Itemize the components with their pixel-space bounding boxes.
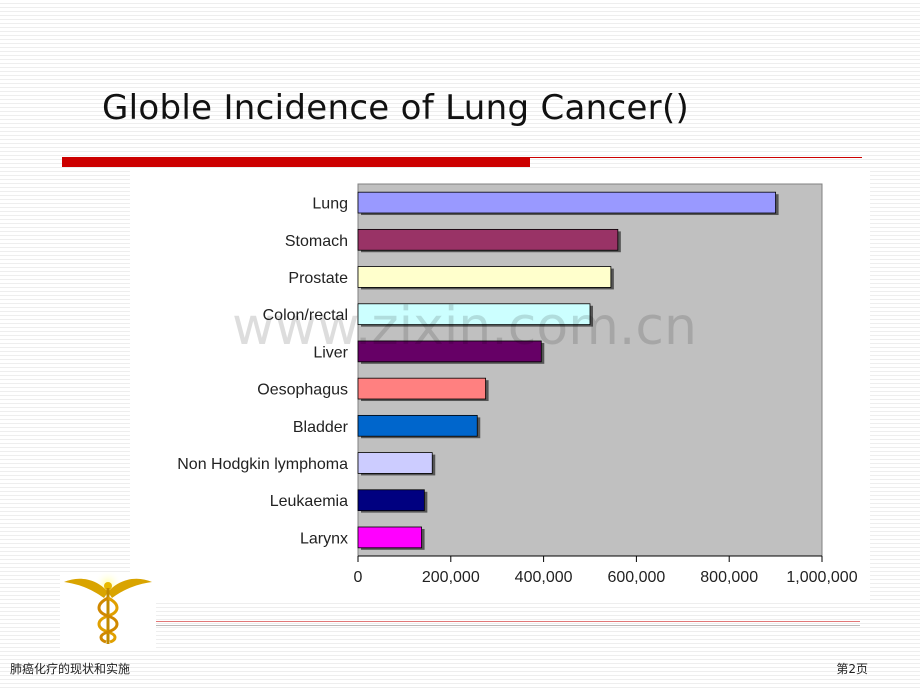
title-rule-thin: [530, 157, 862, 158]
x-tick-label: 0: [354, 569, 363, 586]
category-label: Stomach: [285, 233, 348, 250]
bar-bladder: [357, 414, 478, 437]
bar-larynx: [357, 526, 422, 549]
bar-chart: Lung Stomach Prostate Colon/rectal Liver Oeso…: [177, 183, 858, 586]
x-tick-label: 600,000: [607, 569, 665, 586]
bar-non-hodgkin-lymphoma: [357, 452, 433, 474]
x-tick-label: 1,000,000: [786, 569, 857, 586]
slide-title: Globle Incidence of Lung Cancer(): [102, 88, 690, 128]
bar-colon-rectal: [357, 303, 591, 326]
page-number: 第2页: [836, 662, 868, 676]
bar-stomach: [357, 228, 619, 251]
category-label: Lung: [312, 196, 348, 213]
category-label: Oesophagus: [257, 382, 348, 399]
x-tick-label: 200,000: [422, 569, 480, 586]
bar-lung: [357, 191, 777, 214]
category-label: Larynx: [300, 530, 348, 547]
x-tick-label: 800,000: [700, 569, 758, 586]
title-rule-thick: [62, 157, 530, 167]
bar-oesophagus: [357, 377, 486, 400]
bar-prostate: [357, 266, 612, 288]
footer-rule-gray: [156, 625, 860, 626]
bar-leukaemia: [357, 489, 425, 512]
category-label: Bladder: [293, 419, 349, 436]
x-tick-label: 400,000: [515, 569, 573, 586]
footer-rule-red: [156, 621, 860, 622]
footer-title: 肺癌化疗的现状和实施: [10, 662, 131, 676]
caduceus-logo: [60, 570, 156, 648]
chart-panel: Lung Stomach Prostate Colon/rectal Liver Oeso…: [130, 170, 870, 602]
category-label: Non Hodgkin lymphoma: [177, 456, 348, 473]
category-label: Colon/rectal: [263, 307, 348, 324]
category-label: Liver: [313, 344, 348, 361]
category-label: Prostate: [288, 270, 348, 287]
category-label: Leukaemia: [270, 493, 348, 510]
bar-liver: [357, 340, 542, 363]
